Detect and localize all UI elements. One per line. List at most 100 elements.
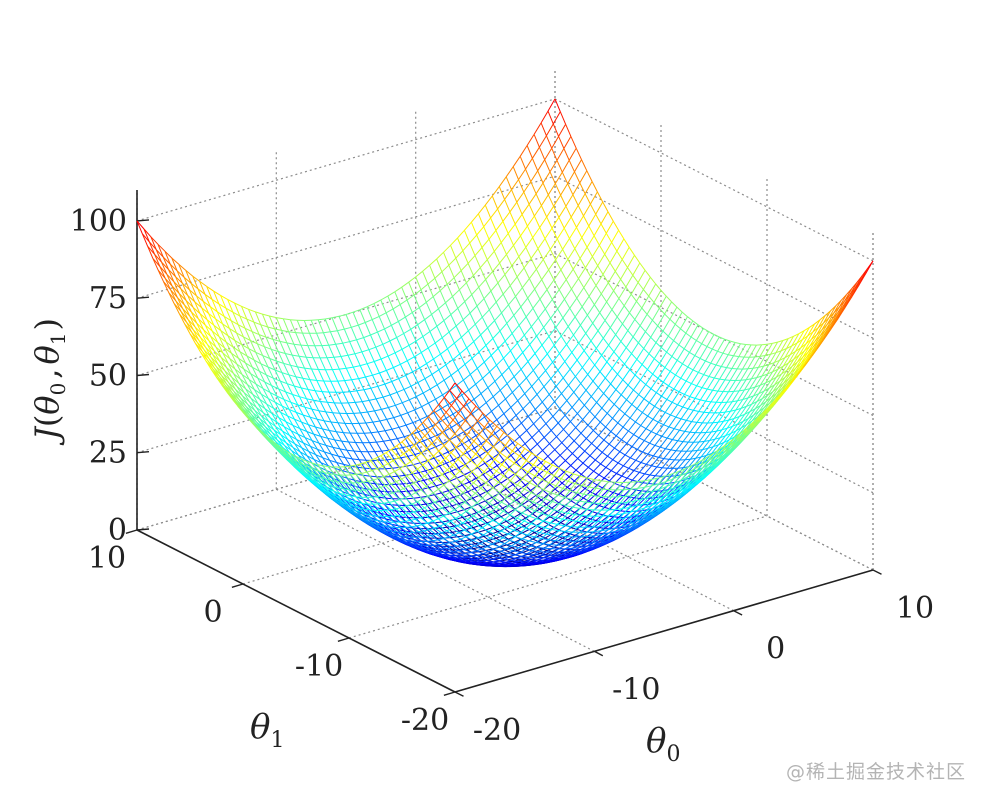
mesh-segment [664, 402, 673, 413]
mesh-segment [614, 447, 621, 453]
mesh-segment [617, 363, 625, 375]
mesh-segment [732, 416, 740, 427]
mesh-segment [645, 331, 652, 338]
mesh-segment [236, 386, 245, 393]
mesh-segment [696, 441, 705, 451]
mesh-segment [243, 392, 250, 402]
mesh-segment [722, 380, 731, 392]
mesh-segment [234, 368, 241, 380]
mesh-segment [584, 450, 591, 457]
mesh-segment [503, 350, 511, 359]
mesh-segment [410, 385, 417, 397]
mesh-segment [559, 454, 566, 461]
mesh-segment [557, 298, 565, 310]
mesh-segment [408, 276, 417, 283]
mesh-segment [262, 355, 270, 359]
mesh-segment [523, 258, 532, 269]
mesh-segment [289, 319, 297, 333]
mesh-segment [564, 406, 573, 416]
mesh-segment [632, 274, 639, 283]
mesh-segment [356, 337, 364, 341]
mesh-segment [587, 424, 594, 431]
mesh-segment [599, 361, 608, 372]
mesh-segment [598, 498, 607, 506]
mesh-segment [299, 451, 308, 457]
mesh-segment [584, 481, 593, 489]
mesh-segment [318, 410, 326, 413]
mesh-segment [378, 316, 385, 330]
mesh-segment [220, 357, 229, 364]
mesh-segment [730, 409, 736, 412]
mesh-segment [735, 421, 744, 432]
mesh-segment [604, 309, 613, 321]
mesh-segment [760, 382, 766, 386]
mesh-segment [226, 367, 233, 378]
mesh-segment [320, 436, 327, 446]
mesh-segment [520, 361, 529, 370]
mesh-segment [376, 440, 384, 443]
mesh-segment [449, 477, 458, 482]
mesh-segment [753, 405, 762, 416]
mesh-segment [527, 504, 535, 511]
mesh-segment [269, 358, 276, 371]
mesh-segment [350, 489, 358, 493]
mesh-segment [791, 333, 800, 347]
mesh-segment [321, 428, 329, 439]
mesh-segment [502, 293, 509, 306]
mesh-segment [268, 420, 276, 427]
mesh-segment [294, 385, 302, 389]
mesh-segment [571, 278, 579, 290]
mesh-segment [539, 361, 547, 371]
mesh-segment [285, 353, 293, 356]
mesh-segment [678, 332, 687, 346]
mesh-segment [535, 456, 542, 464]
mesh-segment [380, 358, 387, 371]
mesh-segment [823, 310, 832, 324]
mesh-segment [482, 469, 491, 475]
mesh-segment [381, 484, 388, 492]
mesh-segment [391, 426, 400, 430]
mesh-segment [427, 283, 434, 297]
mesh-segment [509, 211, 516, 225]
mesh-segment [602, 274, 609, 284]
mesh-segment [579, 246, 588, 259]
mesh-segment [358, 378, 365, 390]
mesh-segment [373, 361, 380, 374]
mesh-segment [489, 371, 496, 382]
mesh-segment [582, 455, 591, 464]
mesh-segment [299, 396, 307, 400]
mesh-segment [553, 194, 562, 207]
mesh-segment [585, 430, 594, 439]
mesh-segment [217, 311, 225, 317]
mesh-segment [519, 430, 528, 438]
mesh-segment [468, 323, 476, 332]
mesh-segment [540, 409, 548, 418]
mesh-segment [451, 467, 459, 472]
mesh-segment [504, 265, 513, 275]
mesh-segment [426, 363, 433, 375]
mesh-segment [609, 473, 617, 482]
mesh-segment [703, 362, 712, 375]
mesh-segment [329, 331, 337, 345]
mesh-segment [610, 462, 619, 471]
mesh-segment [417, 324, 424, 337]
mesh-segment [524, 393, 531, 402]
mesh-segment [254, 389, 262, 395]
mesh-segment [401, 287, 408, 301]
mesh-segment [697, 324, 704, 329]
mesh-segment [754, 384, 761, 388]
mesh-segment [304, 437, 311, 447]
mesh-segment [530, 248, 539, 259]
mesh-segment [309, 379, 317, 381]
mesh-segment [416, 392, 424, 398]
mesh-segment [269, 315, 277, 319]
mesh-segment [432, 528, 439, 534]
mesh-segment [720, 354, 729, 367]
mesh-segment [349, 391, 356, 403]
mesh-segment [246, 355, 255, 361]
mesh-segment [425, 503, 432, 511]
mesh-segment [637, 473, 645, 482]
mesh-segment [550, 539, 556, 543]
mesh-segment [419, 415, 428, 421]
mesh-segment [274, 328, 281, 342]
